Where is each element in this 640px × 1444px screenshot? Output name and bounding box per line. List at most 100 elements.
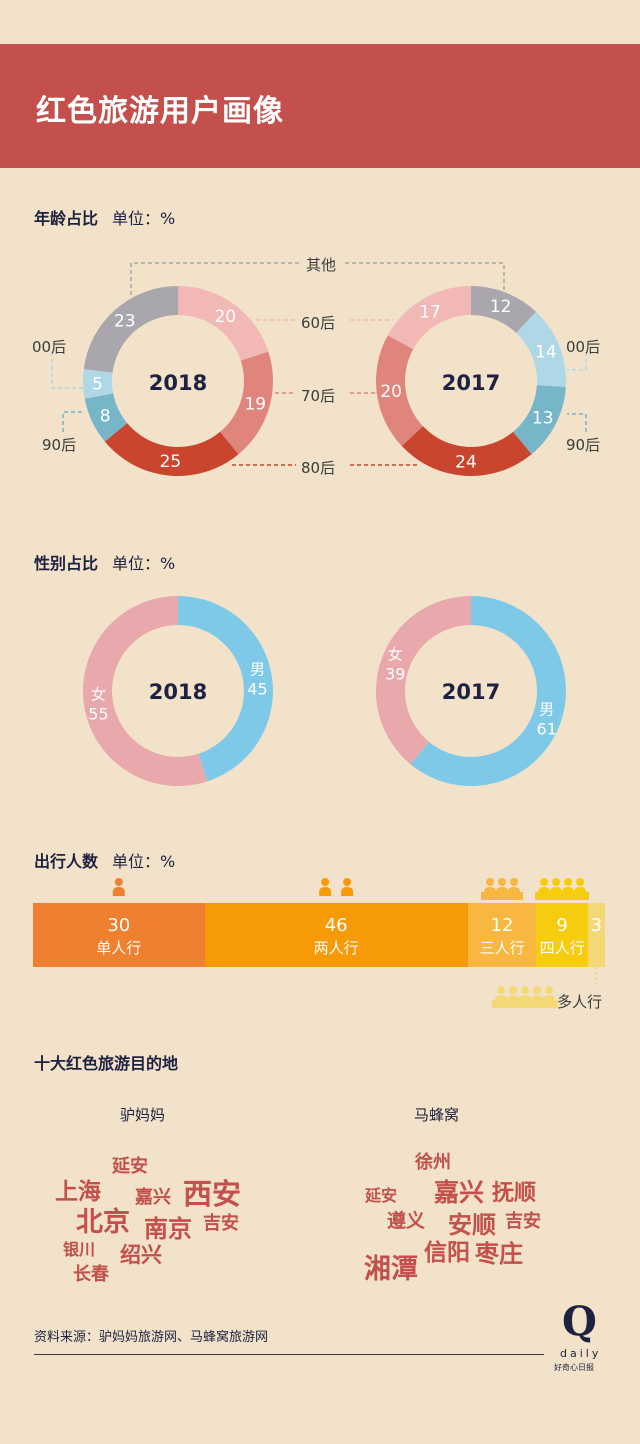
- person-icon: [543, 995, 555, 1004]
- legend-00s-right: 00后: [566, 338, 601, 356]
- mafengwo-word: 遵义: [387, 1210, 426, 1232]
- person-icon: [510, 878, 519, 886]
- mafengwo-word: 嘉兴: [434, 1178, 485, 1207]
- donut-slice: [84, 393, 128, 442]
- bar-segment: 3: [587, 903, 605, 967]
- slice-name-label: 女: [91, 686, 106, 704]
- slice-value-label: 19: [244, 394, 266, 414]
- donut-slice: [471, 286, 537, 333]
- bar-value-label: 46: [324, 915, 348, 936]
- donut-slice: [376, 335, 423, 447]
- age-section-title: 年龄占比 单位：%: [34, 209, 176, 228]
- gender-donut-2018: 男45 女55 2018: [83, 596, 273, 786]
- legend-00s-left: 00后: [32, 338, 67, 356]
- age-donut-2018: 20 19 25 8 5 23 2018: [83, 286, 273, 476]
- person-icon: [319, 887, 332, 896]
- bar-category-label: 三人行: [479, 939, 525, 957]
- person-icon: [552, 878, 561, 886]
- person-icon: [574, 887, 587, 896]
- person-icon: [562, 887, 575, 896]
- bar-segment: 12 三人行: [467, 903, 537, 967]
- brand-logo: Q: [562, 1298, 597, 1345]
- lvmama-word: 绍兴: [120, 1243, 162, 1267]
- mafengwo-word: 安顺: [448, 1211, 496, 1239]
- slice-value-label: 24: [455, 452, 477, 472]
- lvmama-word: 银川: [63, 1240, 96, 1259]
- slice-value-label: 8: [100, 406, 111, 426]
- person-icon: [531, 995, 543, 1004]
- mafengwo-title: 马蜂窝: [414, 1106, 460, 1124]
- person-icon: [508, 887, 521, 896]
- donut-slice: [104, 423, 239, 476]
- slice-value-label: 12: [490, 297, 512, 317]
- lvmama-word: 南京: [144, 1215, 192, 1243]
- person-icon: [538, 887, 551, 896]
- person-icon: [486, 878, 495, 886]
- bar-category-label: 单人行: [96, 939, 142, 957]
- donut-slice: [513, 385, 566, 455]
- donut-slice: [387, 286, 471, 350]
- lvmama-word: 北京: [76, 1207, 130, 1238]
- lvmama-word: 上海: [55, 1179, 101, 1205]
- mafengwo-word: 延安: [365, 1186, 398, 1205]
- page-title: 红色旅游用户画像: [36, 94, 284, 129]
- gender-2017-year-label: 2017: [442, 680, 500, 704]
- donut-slice: [220, 351, 273, 455]
- donut-slice: [83, 369, 114, 399]
- slice-value-label: 13: [532, 409, 554, 429]
- slice-value-label: 17: [419, 303, 441, 323]
- donut-slice: [375, 596, 471, 765]
- gender-section-title: 性别占比 单位：%: [34, 554, 176, 573]
- lvmama-word: 延安: [112, 1156, 148, 1177]
- legend-70s: 70后: [301, 387, 336, 405]
- bar-value-label: 3: [590, 915, 603, 936]
- donut-slice: [178, 596, 273, 782]
- slice-value-label: 55: [88, 705, 108, 724]
- lvmama-title: 驴妈妈: [120, 1106, 166, 1124]
- donut-slice: [516, 311, 566, 387]
- mafengwo-word: 枣庄: [475, 1240, 523, 1268]
- slice-value-label: 61: [537, 719, 557, 738]
- mafengwo-word: 信阳: [424, 1240, 470, 1266]
- donut-slice: [83, 596, 208, 786]
- person-icon: [495, 995, 507, 1004]
- age-2017-year-label: 2017: [442, 371, 500, 395]
- person-icon: [498, 878, 507, 886]
- slice-value-label: 20: [214, 307, 236, 327]
- person-icon: [550, 887, 563, 896]
- mafengwo-word: 抚顺: [492, 1181, 537, 1206]
- mafengwo-word: 湘潭: [364, 1254, 418, 1285]
- lvmama-word: 吉安: [203, 1213, 239, 1234]
- person-icon: [540, 878, 549, 886]
- person-icon: [533, 986, 541, 994]
- person-icon: [484, 887, 497, 896]
- bar-segment: 9 四人行: [536, 903, 588, 967]
- person-icon: [519, 995, 531, 1004]
- donut-slice: [410, 596, 566, 786]
- slice-value-label: 5: [92, 375, 103, 395]
- person-icon: [114, 878, 123, 886]
- person-icon: [576, 878, 585, 886]
- bar-segment: 30 单人行: [33, 903, 205, 967]
- slice-value-label: 23: [114, 312, 136, 332]
- bar-category-label: 两人行: [313, 939, 359, 957]
- brand-logo-sub: daily: [560, 1347, 602, 1360]
- brand-logo-cn: 好奇心日报: [554, 1363, 594, 1372]
- legend-other: 其他: [306, 256, 337, 274]
- person-icon: [341, 887, 354, 896]
- donut-slice: [401, 426, 532, 477]
- mafengwo-word: 徐州: [415, 1152, 451, 1173]
- bar-value-label: 30: [107, 915, 131, 936]
- mafengwo-word: 吉安: [505, 1211, 541, 1232]
- bar-value-label: 12: [490, 915, 514, 936]
- person-icon: [343, 878, 352, 886]
- slice-value-label: 20: [380, 382, 402, 402]
- donut-slice: [83, 286, 178, 373]
- slice-value-label: 39: [385, 665, 405, 684]
- party-section-title: 出行人数 单位：%: [34, 852, 176, 871]
- person-icon: [507, 995, 519, 1004]
- lvmama-word: 嘉兴: [135, 1187, 171, 1208]
- dest-section-title: 十大红色旅游目的地: [34, 1054, 179, 1073]
